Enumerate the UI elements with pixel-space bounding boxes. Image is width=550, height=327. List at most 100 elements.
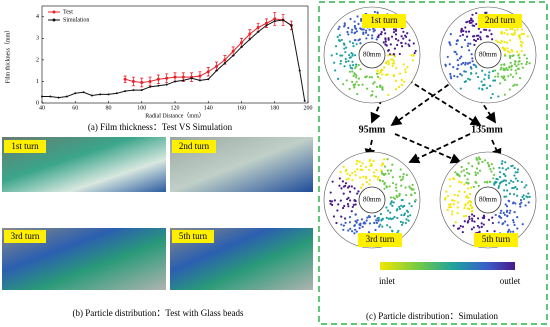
particle xyxy=(346,202,350,206)
particle xyxy=(526,35,529,38)
particle xyxy=(354,213,357,216)
particle xyxy=(459,72,462,76)
particle xyxy=(527,192,530,195)
particle xyxy=(503,195,506,198)
particle xyxy=(351,70,354,73)
particle xyxy=(358,38,361,41)
particle xyxy=(478,157,482,161)
particle xyxy=(515,64,518,68)
particle xyxy=(448,63,451,66)
point xyxy=(264,21,268,25)
particle xyxy=(502,222,505,225)
particle xyxy=(458,190,461,193)
particle xyxy=(375,219,378,222)
particle xyxy=(480,222,483,225)
particle xyxy=(348,56,351,59)
particle xyxy=(480,80,483,83)
particle xyxy=(468,61,472,64)
particle xyxy=(343,65,346,68)
center-label: 80mm xyxy=(363,196,381,204)
particle xyxy=(381,225,384,228)
particle xyxy=(342,165,345,168)
particle xyxy=(400,84,404,87)
particle xyxy=(470,213,474,216)
particle xyxy=(353,224,356,227)
particle xyxy=(493,183,496,186)
particle xyxy=(478,87,481,90)
legend-marker xyxy=(52,18,56,22)
particle xyxy=(459,87,462,90)
particle xyxy=(496,178,499,181)
particle xyxy=(521,41,524,44)
particle xyxy=(473,38,476,42)
panel-c: 95mm 135mm inlet outlet (c) Particle dis… xyxy=(318,1,548,325)
particle xyxy=(500,32,504,35)
particle xyxy=(412,42,415,45)
particle xyxy=(468,172,471,175)
particle xyxy=(472,63,475,66)
particle xyxy=(362,222,365,225)
particle xyxy=(492,79,495,82)
particle xyxy=(408,202,411,205)
particle xyxy=(390,200,393,203)
particle xyxy=(449,72,452,76)
particle xyxy=(396,43,399,47)
particle xyxy=(448,178,451,181)
particle xyxy=(411,183,414,187)
particle xyxy=(468,78,472,81)
particle xyxy=(496,72,500,75)
particle xyxy=(340,187,343,190)
particle xyxy=(489,168,492,171)
particle xyxy=(347,205,350,208)
point xyxy=(215,69,218,72)
inner-disc xyxy=(474,186,502,214)
particle xyxy=(466,77,470,80)
particle xyxy=(389,169,393,172)
particle xyxy=(518,35,521,38)
particle xyxy=(338,25,341,28)
particle xyxy=(351,54,354,57)
label-box xyxy=(4,230,46,243)
particle xyxy=(394,33,398,36)
particle xyxy=(505,29,508,32)
x-tick-label: 180 xyxy=(270,105,279,111)
particle xyxy=(354,174,357,177)
particle xyxy=(338,184,341,187)
particle xyxy=(504,203,507,206)
particle xyxy=(410,193,413,196)
particle xyxy=(388,185,391,188)
particle xyxy=(359,68,362,71)
particle xyxy=(360,186,363,189)
particle xyxy=(463,80,466,84)
point xyxy=(157,84,160,87)
particle xyxy=(375,168,378,172)
particle xyxy=(511,186,514,190)
particle xyxy=(456,59,459,62)
particle xyxy=(351,80,354,83)
particle xyxy=(466,44,469,48)
particle xyxy=(374,228,377,232)
particle xyxy=(503,48,506,51)
point xyxy=(156,77,160,81)
point xyxy=(290,24,293,27)
particle xyxy=(353,232,356,235)
particle xyxy=(401,178,404,181)
particle xyxy=(393,47,396,50)
particle xyxy=(521,66,524,69)
particle xyxy=(384,38,387,41)
particle xyxy=(378,77,381,80)
point xyxy=(82,91,85,94)
particle xyxy=(503,213,506,216)
particle xyxy=(387,217,390,220)
particle xyxy=(355,76,358,79)
particle xyxy=(366,216,369,219)
particle xyxy=(520,49,524,53)
particle xyxy=(398,207,402,211)
particle xyxy=(394,186,398,189)
particle xyxy=(470,72,473,75)
particle xyxy=(355,162,358,166)
particle xyxy=(351,178,354,182)
particle xyxy=(377,216,380,220)
